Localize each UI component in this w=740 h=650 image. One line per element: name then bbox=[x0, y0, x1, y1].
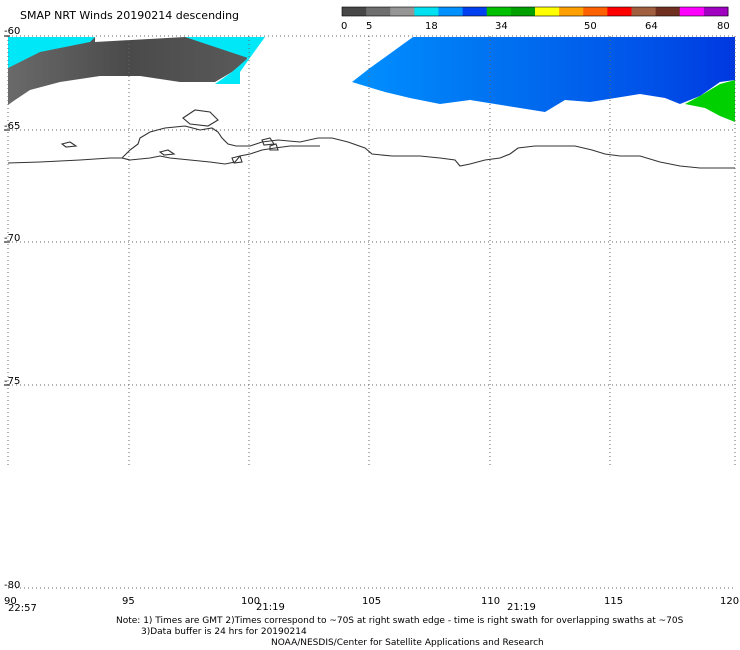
blue-wind-swath bbox=[352, 37, 735, 112]
swath-time-2: 21:19 bbox=[256, 602, 285, 613]
green-wind-swath bbox=[685, 80, 735, 122]
coastline bbox=[7, 109, 735, 169]
colorbar-label-5: 5 bbox=[366, 21, 373, 32]
island-2 bbox=[158, 149, 176, 156]
colorbar-segment bbox=[414, 7, 440, 16]
lon-label-120: 120 bbox=[720, 596, 740, 607]
colorbar-label-34: 34 bbox=[495, 21, 508, 32]
colorbar bbox=[341, 6, 729, 17]
lat-label-65: -65 bbox=[4, 121, 21, 132]
lon-label-110: 110 bbox=[481, 596, 501, 607]
lon-label-105: 105 bbox=[362, 596, 382, 607]
gray-wind-swath bbox=[8, 37, 250, 105]
lat-label-60: -60 bbox=[4, 26, 21, 37]
colorbar-label-0: 0 bbox=[341, 21, 348, 32]
map-title: SMAP NRT Winds 20190214 descending bbox=[20, 9, 240, 22]
colorbar-segment bbox=[510, 7, 536, 16]
colorbar-segment bbox=[342, 7, 367, 16]
colorbar-segment bbox=[655, 7, 681, 16]
colorbar-label-80: 80 bbox=[717, 21, 730, 32]
island-4 bbox=[261, 137, 275, 146]
colorbar-segment bbox=[607, 7, 633, 16]
colorbar-segment bbox=[703, 7, 729, 16]
island-5 bbox=[269, 143, 279, 151]
wind-swaths bbox=[8, 37, 735, 122]
coastline-bay bbox=[182, 109, 219, 127]
cyan-wind-swath-left bbox=[8, 37, 95, 68]
colorbar-label-50: 50 bbox=[584, 21, 597, 32]
lon-label-115: 115 bbox=[604, 596, 624, 607]
coastline-main bbox=[7, 125, 735, 169]
colorbar-segment bbox=[559, 7, 584, 16]
lat-ticks bbox=[4, 35, 10, 386]
graticule bbox=[7, 35, 736, 589]
colorbar-label-18: 18 bbox=[425, 21, 438, 32]
lat-label-80: -80 bbox=[4, 580, 21, 591]
colorbar-label-64: 64 bbox=[645, 21, 658, 32]
colorbar-segment bbox=[462, 7, 488, 16]
colorbar-segment bbox=[583, 7, 608, 16]
colorbar-segment bbox=[535, 7, 560, 16]
colorbar-segment bbox=[486, 7, 512, 16]
island-3 bbox=[231, 155, 243, 164]
colorbar-segment bbox=[631, 7, 657, 16]
note-line-1: Note: 1) Times are GMT 2)Times correspon… bbox=[116, 616, 684, 626]
lat-label-75: -75 bbox=[4, 376, 21, 387]
lon-label-90: 90 bbox=[4, 596, 17, 607]
colorbar-segment bbox=[679, 7, 705, 16]
note-line-2: 3)Data buffer is 24 hrs for 20190214 bbox=[141, 627, 307, 637]
colorbar-segment bbox=[390, 7, 415, 16]
colorbar-frame bbox=[341, 6, 729, 17]
coastline-ice-shelf bbox=[121, 145, 320, 165]
island-1 bbox=[60, 141, 78, 148]
lat-label-70: -70 bbox=[4, 233, 21, 244]
colorbar-segment bbox=[366, 7, 391, 16]
swath-time-3: 21:19 bbox=[507, 602, 536, 613]
note-line-3: NOAA/NESDIS/Center for Satellite Applica… bbox=[271, 638, 544, 648]
lon-label-95: 95 bbox=[122, 596, 135, 607]
swath-time-1: 22:57 bbox=[8, 603, 37, 614]
colorbar-segment bbox=[438, 7, 464, 16]
cyan-wind-swath-right bbox=[185, 37, 265, 84]
lon-label-100: 100 bbox=[241, 596, 261, 607]
